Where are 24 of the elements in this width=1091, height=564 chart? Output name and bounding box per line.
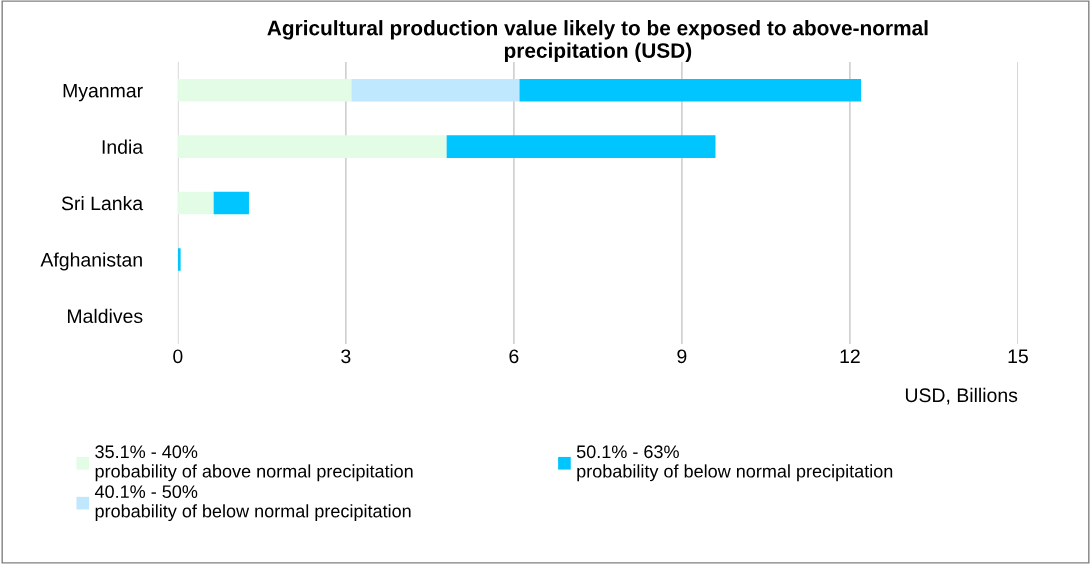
x-tick-label: 3	[341, 349, 351, 364]
legend-label: 50.1% - 63% probability of below normal precipitation	[576, 445, 893, 482]
bar	[519, 78, 862, 102]
legend-label: 40.1% - 50% probability of below normal precipitation	[94, 485, 411, 522]
chart-title: Agricultural production value likely to be exposed to above-normal precipitation (USD)	[267, 20, 928, 63]
x-tick-label: 6	[509, 349, 519, 364]
y-tick-label: India	[102, 139, 144, 154]
x-tick-label: 12	[840, 349, 860, 363]
bar	[177, 248, 181, 271]
bar	[177, 135, 447, 158]
x-tick-label: 15	[1008, 349, 1028, 364]
bar	[351, 78, 520, 102]
bar	[213, 191, 249, 215]
y-tick-label: Myanmar	[63, 83, 143, 102]
y-tick-label: Sri Lanka	[61, 195, 144, 211]
bar	[446, 135, 716, 158]
y-tick-label: Afghanistan	[40, 252, 142, 271]
legend-label: 35.1% - 40% probability of above normal precipitation	[95, 445, 413, 482]
y-tick-label: Maldives	[67, 308, 143, 324]
x-tick-label: 9	[677, 349, 687, 364]
x-tick-label: 0	[173, 349, 183, 364]
bar	[177, 191, 214, 215]
bar	[177, 78, 352, 102]
x-axis-title: USD, Billions	[905, 387, 1018, 405]
